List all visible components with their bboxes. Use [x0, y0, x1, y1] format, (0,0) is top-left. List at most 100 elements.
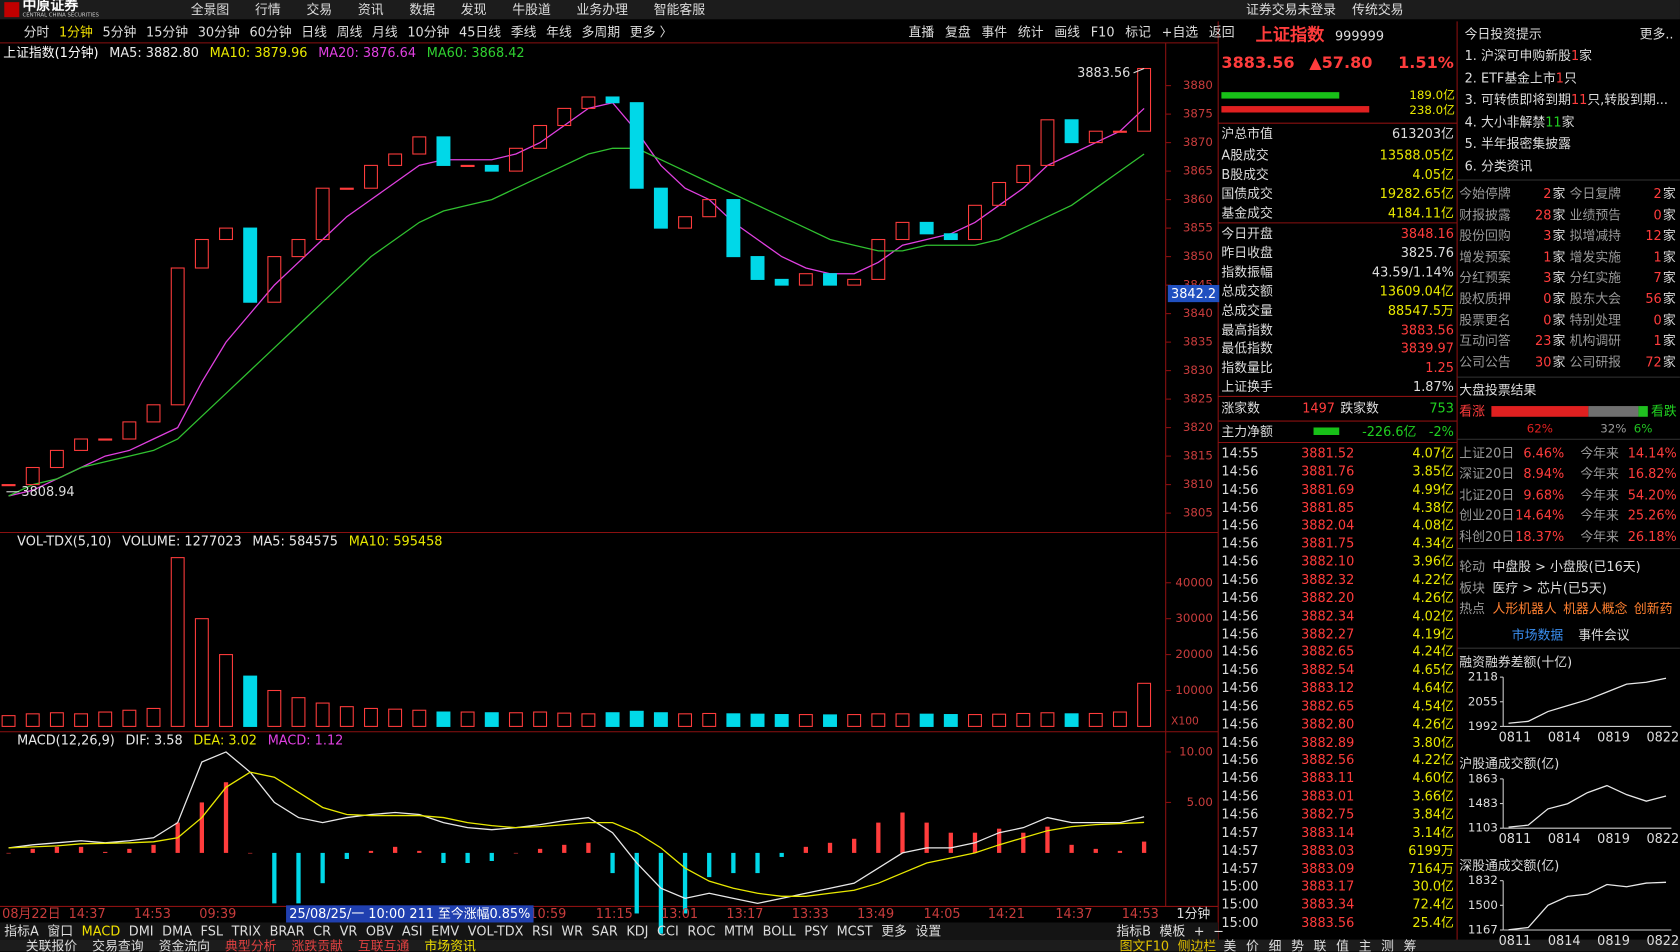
period-tab[interactable]: 15分钟	[146, 24, 189, 40]
indicator-tab[interactable]: 窗口	[47, 923, 74, 939]
indicator-tab[interactable]: ROC	[687, 923, 716, 939]
side-tab[interactable]: 主	[1358, 938, 1372, 952]
period-tab[interactable]: 分时	[23, 24, 50, 40]
tool-button[interactable]: 事件	[981, 24, 1008, 40]
indicator-tab[interactable]: WR	[561, 923, 584, 939]
period-tab[interactable]: 多周期	[581, 24, 621, 40]
indicator-tab[interactable]: KDJ	[626, 923, 649, 939]
menu-item[interactable]: 智能客服	[653, 2, 706, 18]
period-tab[interactable]: 1分钟	[58, 24, 93, 40]
indicator-tab[interactable]: TRIX	[231, 923, 262, 939]
tip-item[interactable]: 11	[1545, 114, 1562, 130]
period-tab[interactable]: 10分钟	[407, 24, 450, 40]
market-tab[interactable]: 市场数据	[1511, 627, 1564, 643]
tip-item[interactable]: 6. 分类资讯	[1464, 158, 1533, 174]
period-tab[interactable]: 周线	[336, 24, 363, 40]
indicator-tab[interactable]: 设置	[915, 923, 942, 939]
tips-more[interactable]: 更多..	[1639, 26, 1674, 42]
menu-item[interactable]: 牛股道	[512, 2, 551, 18]
tip-item[interactable]: 家	[1561, 114, 1575, 130]
indicator-tab[interactable]: RSI	[531, 923, 553, 939]
indicator-tab[interactable]: DMA	[162, 923, 192, 939]
bottom-tab[interactable]: 市场资讯	[424, 938, 476, 952]
side-tab[interactable]: 势	[1291, 938, 1304, 952]
side-tab[interactable]: 值	[1336, 938, 1349, 952]
side-tab[interactable]: 细	[1268, 938, 1282, 952]
indicator-tab[interactable]: FSL	[200, 923, 224, 939]
tip-item[interactable]: 1. 沪深可申购新股	[1464, 48, 1571, 64]
side-tab[interactable]: 筹	[1403, 938, 1417, 952]
period-tab[interactable]: 年线	[546, 24, 572, 40]
indicator-tab[interactable]: CR	[313, 923, 332, 939]
tip-item[interactable]: 1	[1555, 70, 1564, 86]
hot-item[interactable]: 人形机器人	[1492, 601, 1557, 617]
bottom-tab[interactable]: 交易查询	[92, 938, 144, 952]
tool-button[interactable]: 标记	[1125, 24, 1151, 40]
menu-item[interactable]: 行情	[255, 2, 281, 18]
side-tab[interactable]: 联	[1313, 938, 1327, 952]
bottom-tab[interactable]: 关联报价	[25, 938, 78, 952]
period-tab[interactable]: 月线	[371, 24, 398, 40]
indicator-tab[interactable]: MACD	[81, 923, 121, 939]
bottom-tab[interactable]: 典型分析	[225, 938, 277, 952]
indicator-tab[interactable]: BOLL	[762, 923, 796, 939]
tip-item[interactable]: 3. 可转债即将到期	[1464, 92, 1571, 108]
menu-item[interactable]: 数据	[409, 2, 436, 18]
side-tab[interactable]: 美	[1223, 938, 1237, 952]
indicator-tab[interactable]: ASI	[401, 923, 423, 939]
period-tab[interactable]: 60分钟	[249, 24, 292, 40]
market-tab[interactable]: 事件会议	[1578, 627, 1630, 643]
menu-item[interactable]: 全景图	[190, 2, 230, 18]
period-label[interactable]: 1分钟	[1176, 906, 1211, 922]
period-tab[interactable]: 45日线	[459, 24, 502, 40]
tip-item[interactable]: 2. ETF基金上市	[1464, 70, 1556, 86]
indicator-tab[interactable]: PSY	[804, 923, 828, 939]
bottom-tab[interactable]: 资金流向	[158, 938, 211, 952]
period-tab[interactable]: 季线	[510, 24, 537, 40]
indicator-tab[interactable]: SAR	[591, 923, 618, 939]
indicator-tab[interactable]: EMV	[431, 923, 460, 939]
bottom-tab[interactable]: 互联互通	[357, 938, 410, 952]
indicator-tab[interactable]: VOL-TDX	[467, 923, 524, 939]
indicator-tab-right[interactable]: 指标B	[1116, 923, 1151, 939]
indicator-tab[interactable]: CCI	[657, 923, 679, 939]
indicator-tab[interactable]: 指标A	[4, 923, 39, 939]
tip-item[interactable]: 只	[1563, 70, 1577, 86]
tool-button[interactable]: 统计	[1017, 24, 1044, 40]
indicator-tab[interactable]: MTM	[723, 923, 755, 939]
tool-button[interactable]: F10	[1090, 24, 1115, 40]
menu-item[interactable]: 发现	[460, 2, 487, 18]
period-tab[interactable]: 30分钟	[197, 24, 240, 40]
tool-button[interactable]: 直播	[908, 24, 935, 40]
menu-item[interactable]: 资讯	[357, 2, 384, 18]
bottom-tab-right[interactable]: 侧边栏	[1177, 938, 1217, 952]
tip-item[interactable]: 4. 大小非解禁	[1464, 114, 1546, 130]
indicator-tab[interactable]: OBV	[365, 923, 394, 939]
side-tab[interactable]: 价	[1246, 938, 1259, 952]
indicator-tab[interactable]: VR	[339, 923, 358, 939]
bottom-tab[interactable]: 涨跌贡献	[291, 938, 343, 952]
tool-button[interactable]: +自选	[1161, 24, 1199, 40]
tip-item[interactable]: 只,转股到期...	[1587, 92, 1668, 108]
period-tab[interactable]: 日线	[301, 24, 327, 40]
indicator-tab[interactable]: BRAR	[269, 923, 305, 939]
hot-item[interactable]: 创新药	[1633, 601, 1673, 617]
indicator-tab-right[interactable]: −	[1213, 923, 1224, 939]
menu-item[interactable]: 交易	[306, 2, 333, 18]
tip-item[interactable]: 5. 半年报密集披露	[1464, 136, 1571, 152]
tool-button[interactable]: 画线	[1054, 24, 1081, 40]
menu-item[interactable]: 业务办理	[576, 2, 628, 18]
tip-item[interactable]: 11	[1570, 92, 1588, 108]
indicator-tab-right[interactable]: +	[1193, 923, 1205, 939]
indicator-tab[interactable]: 更多	[881, 923, 907, 939]
indicator-tab[interactable]: DMI	[128, 923, 154, 939]
indicator-tab[interactable]: MCST	[836, 923, 873, 939]
indicator-tab-right[interactable]: 模板	[1159, 923, 1186, 939]
side-tab[interactable]: 测	[1381, 938, 1395, 952]
period-tab[interactable]: 5分钟	[102, 24, 137, 40]
tool-button[interactable]: 复盘	[944, 24, 971, 40]
tool-button[interactable]: 返回	[1208, 24, 1235, 40]
bottom-tab-right[interactable]: 图文F10	[1119, 938, 1170, 952]
tip-item[interactable]: 家	[1579, 48, 1593, 64]
trade-mode[interactable]: 传统交易	[1352, 2, 1404, 18]
